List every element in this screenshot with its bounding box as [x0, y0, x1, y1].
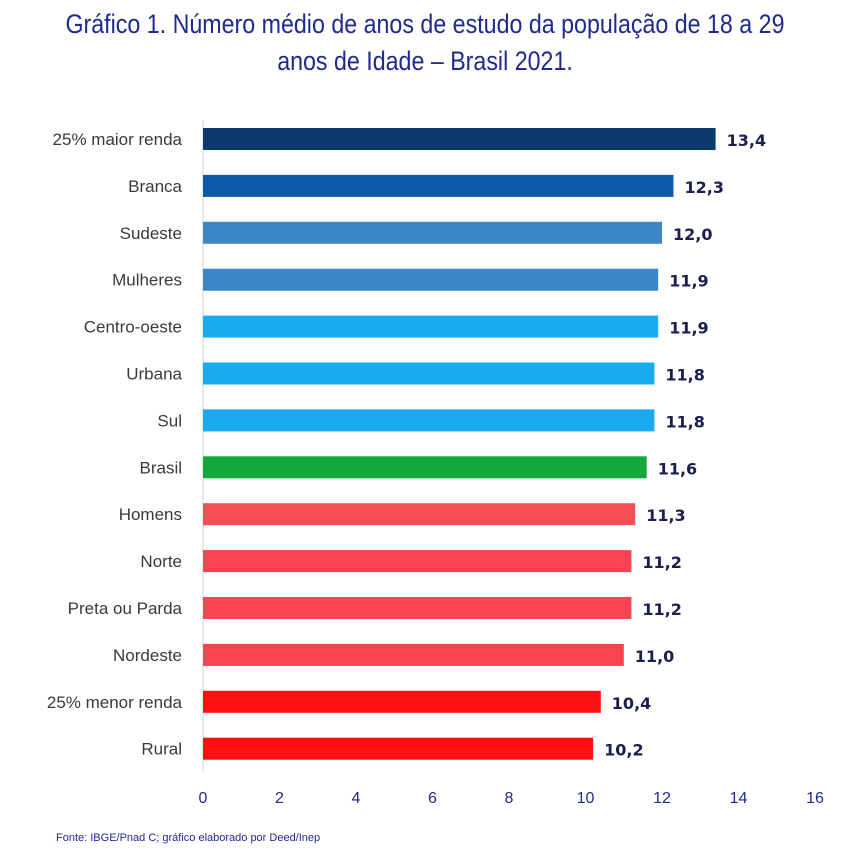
- category-label: Brasil: [139, 458, 182, 477]
- value-label: 11,2: [642, 553, 681, 572]
- bar: [203, 174, 674, 197]
- value-label: 11,8: [665, 366, 704, 385]
- category-label: Rural: [141, 740, 182, 759]
- value-label: 10,4: [612, 694, 651, 713]
- value-labels: 13,4 12,3 12,0 11,9 11,9 11,8 11,8 11,6 11,3 11,2…: [604, 131, 766, 760]
- source-note: Fonte: IBGE/Pnad C; gráfico elaborado po…: [56, 832, 321, 844]
- category-label: Urbana: [126, 365, 182, 384]
- category-label: Nordeste: [113, 646, 182, 665]
- category-label: Norte: [140, 552, 182, 571]
- category-label: Sudeste: [120, 224, 182, 243]
- category-label: Sul: [157, 411, 182, 430]
- bar: [203, 221, 662, 244]
- x-tick-label: 2: [275, 790, 284, 807]
- x-tick-label: 0: [199, 790, 208, 807]
- value-label: 11,0: [635, 647, 674, 666]
- value-label: 11,3: [646, 506, 685, 525]
- value-label: 12,0: [673, 225, 712, 244]
- x-tick-label: 4: [352, 790, 361, 807]
- x-tick-label: 12: [653, 790, 671, 807]
- bar: [203, 456, 647, 479]
- x-tick-label: 8: [505, 790, 514, 807]
- bar: [203, 690, 601, 713]
- bar: [203, 409, 655, 432]
- value-label: 10,2: [604, 741, 643, 760]
- x-tick-label: 16: [806, 790, 824, 807]
- bar: [203, 315, 659, 338]
- value-label: 13,4: [727, 131, 766, 150]
- category-label: Preta ou Parda: [68, 599, 183, 618]
- chart-title: Gráfico 1. Número médio de anos de estud…: [60, 6, 791, 80]
- bars-layer: [203, 128, 716, 760]
- value-label: 11,2: [642, 600, 681, 619]
- bar: [203, 643, 624, 666]
- bar: [203, 503, 636, 526]
- value-label: 11,9: [669, 272, 708, 291]
- category-label: 25% maior renda: [53, 130, 183, 149]
- category-label: Branca: [128, 177, 182, 196]
- category-label: Centro-oeste: [84, 318, 182, 337]
- bar: [203, 737, 594, 760]
- category-label: Homens: [119, 505, 182, 524]
- bar: [203, 550, 632, 573]
- category-label: 25% menor renda: [47, 693, 183, 712]
- category-labels: 25% maior renda Branca Sudeste Mulheres Cent…: [47, 130, 183, 759]
- x-tick-label: 10: [577, 790, 595, 807]
- value-label: 11,6: [658, 459, 697, 478]
- chart-title-line-2: anos de Idade – Brasil 2021.: [277, 46, 573, 76]
- bar: [203, 128, 716, 150]
- value-label: 11,8: [665, 412, 704, 431]
- value-label: 12,3: [685, 178, 724, 197]
- x-axis-ticks: 0 2 4 6 8 10 12 14 16: [199, 790, 824, 807]
- x-tick-label: 14: [730, 790, 748, 807]
- value-label: 11,9: [669, 319, 708, 338]
- bar: [203, 597, 632, 619]
- x-tick-label: 6: [428, 790, 437, 807]
- category-label: Mulheres: [112, 271, 182, 290]
- bar: [203, 362, 655, 385]
- bar: [203, 268, 659, 291]
- chart-title-line-1: Gráfico 1. Número médio de anos de estud…: [65, 9, 785, 39]
